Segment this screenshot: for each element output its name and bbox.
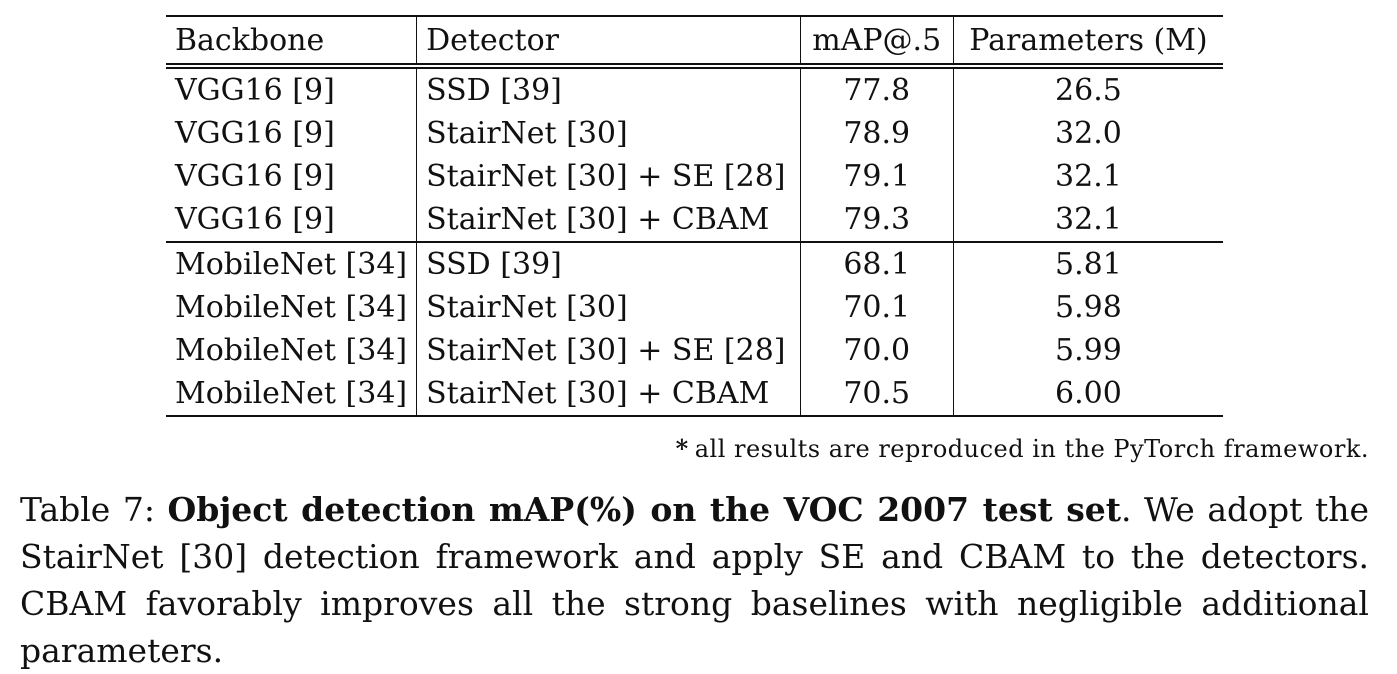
header-map: mAP@.5 (800, 16, 954, 69)
cell-detector: StairNet [30] (416, 286, 801, 329)
cell-parameters: 32.0 (1055, 116, 1122, 151)
table-row: VGG16 [9] StairNet [30] + CBAM 79.3 32.1 (166, 198, 1223, 242)
cell-parameters: 5.99 (1055, 333, 1122, 368)
cell-backbone: MobileNet [34] (166, 286, 418, 329)
table-row: MobileNet [34] StairNet [30] 70.1 5.98 (166, 286, 1223, 329)
header-row: Backbone Detector mAP@.5 Parameters (M) (166, 16, 1223, 69)
cell-parameters: 6.00 (953, 372, 1223, 417)
table-caption: Table 7: Object detection mAP(%) on the … (20, 486, 1369, 674)
cell-backbone: MobileNet [34] (166, 372, 418, 417)
cell-parameters: 5.98 (1055, 290, 1122, 325)
footnote-text: all results are reproduced in the PyTorc… (694, 435, 1369, 463)
header-backbone: Backbone (166, 16, 418, 69)
cell-map: 78.9 (800, 112, 954, 155)
cell-parameters: 32.1 (1055, 159, 1122, 194)
cell-map: 77.8 (800, 66, 954, 112)
table-row: MobileNet [34] StairNet [30] + CBAM 70.5… (166, 372, 1223, 417)
cell-parameters: 26.5 (1055, 73, 1122, 108)
cell-backbone: MobileNet [34] (166, 241, 418, 286)
cell-detector: SSD [39] (416, 66, 801, 112)
cell-map: 79.1 (800, 155, 954, 198)
cell-detector: StairNet [30] (416, 112, 801, 155)
cell-map-best: 70.5 (800, 372, 954, 417)
header-parameters: Parameters (M) (953, 16, 1223, 69)
cell-backbone: VGG16 [9] (166, 112, 418, 155)
cell-map: 70.1 (800, 286, 954, 329)
caption-body: . We adopt the StairNet [30] detection f… (20, 490, 1369, 670)
table-row: VGG16 [9] SSD [39] 77.8 26.5 (166, 66, 1223, 112)
cell-detector: StairNet [30] + SE [28] (416, 329, 801, 372)
results-table-container: Backbone Detector mAP@.5 Parameters (M) … (166, 15, 1223, 417)
table-row: MobileNet [34] StairNet [30] + SE [28] 7… (166, 329, 1223, 372)
cell-parameters: 5.81 (953, 241, 1223, 286)
table-row: VGG16 [9] StairNet [30] 78.9 32.0 (166, 112, 1223, 155)
cell-map-best: 79.3 (800, 198, 954, 242)
header-detector: Detector (416, 16, 801, 69)
cell-detector: StairNet [30] + SE [28] (416, 155, 801, 198)
table-footnote: * all results are reproduced in the PyTor… (676, 434, 1369, 463)
cell-map: 68.1 (800, 241, 954, 286)
cell-detector: StairNet [30] + CBAM (416, 372, 801, 417)
cell-map: 70.0 (800, 329, 954, 372)
caption-title: Object detection mAP(%) on the VOC 2007 … (167, 490, 1122, 529)
cell-backbone: VGG16 [9] (166, 155, 418, 198)
table-group-vgg16: VGG16 [9] SSD [39] 77.8 26.5 VGG16 [9] S… (166, 66, 1223, 242)
cell-detector: StairNet [30] + CBAM (416, 198, 801, 242)
cell-backbone: MobileNet [34] (166, 329, 418, 372)
cell-backbone: VGG16 [9] (166, 198, 418, 242)
cell-parameters: 32.1 (1055, 202, 1122, 237)
table-header: Backbone Detector mAP@.5 Parameters (M) (166, 16, 1223, 69)
table-row: VGG16 [9] StairNet [30] + SE [28] 79.1 3… (166, 155, 1223, 198)
caption-label: Table 7: (20, 490, 155, 529)
results-table: Backbone Detector mAP@.5 Parameters (M) … (166, 15, 1223, 417)
footnote-mark: * (675, 434, 689, 463)
table-row: MobileNet [34] SSD [39] 68.1 5.81 (166, 241, 1223, 286)
table-group-mobilenet: MobileNet [34] SSD [39] 68.1 5.81 Mobile… (166, 241, 1223, 417)
cell-detector: SSD [39] (416, 241, 801, 286)
cell-backbone: VGG16 [9] (166, 66, 418, 112)
